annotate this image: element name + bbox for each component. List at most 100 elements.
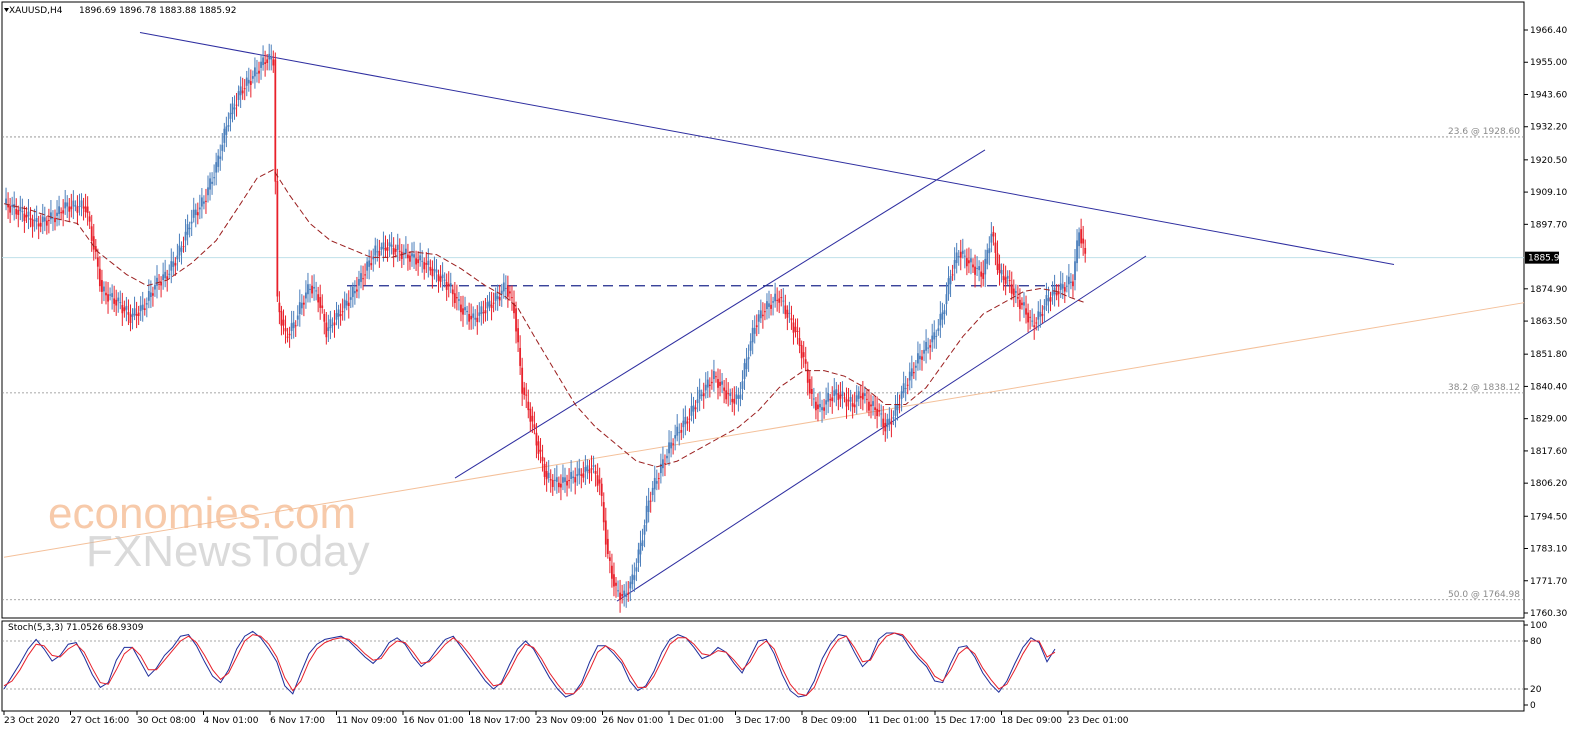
candle-body <box>364 274 366 276</box>
candle-body <box>362 278 364 280</box>
candle-body <box>390 244 393 248</box>
y-tick-label: 1897.70 <box>1530 220 1567 230</box>
candle-body <box>955 252 958 264</box>
candle-body <box>351 287 354 298</box>
candle-body <box>327 327 330 331</box>
candle-body <box>119 302 122 304</box>
candle-body <box>182 246 185 248</box>
candle-body <box>435 269 438 273</box>
candle-body <box>25 214 28 218</box>
candle-body <box>147 291 150 301</box>
candle-body <box>221 144 224 151</box>
channel-upper-line <box>454 149 986 479</box>
candle-body <box>282 319 285 326</box>
candle-body <box>764 311 766 313</box>
fib-level-label: 50.0 @ 1764.98 <box>1448 590 1520 600</box>
candle-body <box>917 353 919 364</box>
candle-body <box>251 76 254 79</box>
candle-body <box>853 404 856 408</box>
candle-body <box>278 302 281 313</box>
y-tick-label: 1794.50 <box>1530 512 1567 522</box>
candle-body <box>284 328 287 332</box>
x-tick-label: 1 Dec 01:00 <box>669 716 724 726</box>
y-tick-label: 1909.10 <box>1530 188 1567 198</box>
candle-body <box>35 218 38 223</box>
candle-body <box>615 582 617 586</box>
candle-body <box>60 212 63 214</box>
candle-body <box>904 388 907 390</box>
stochastic-layer: 100 80 20 0 <box>2 621 1547 711</box>
candle-body <box>217 155 220 167</box>
y-tick-label: 1851.80 <box>1530 350 1567 360</box>
candle-body <box>941 312 944 320</box>
candle-body <box>737 395 740 399</box>
candle-body <box>480 306 483 315</box>
candle-body <box>168 273 171 275</box>
candle-body <box>841 391 844 397</box>
candle-body <box>611 565 613 579</box>
candle-body <box>302 302 305 305</box>
y-tick-label: 1920.50 <box>1530 156 1567 166</box>
candle-body <box>388 242 391 247</box>
candle-body <box>158 283 160 285</box>
candle-body <box>396 244 399 250</box>
candle-body <box>929 345 932 348</box>
candle-body <box>470 315 473 320</box>
candle-body <box>912 371 915 374</box>
candle-body <box>511 297 513 299</box>
candle-body <box>806 369 809 383</box>
candle-body <box>506 285 509 297</box>
candle-body <box>643 524 646 535</box>
candle-body <box>794 326 797 332</box>
candle-body <box>484 310 487 314</box>
candle-body <box>515 308 517 332</box>
candle-body <box>668 442 670 454</box>
candle-body <box>551 479 554 487</box>
candle-body <box>152 293 154 296</box>
candle-body <box>939 313 942 326</box>
stoch-y-tick-label: 0 <box>1530 701 1536 711</box>
candle-body <box>1027 312 1029 323</box>
candle-body <box>792 322 795 333</box>
x-tick-label: 3 Dec 17:00 <box>736 716 791 726</box>
candle-body <box>353 290 356 294</box>
candle-body <box>637 549 640 563</box>
candle-body <box>58 206 60 215</box>
candle-body <box>207 187 209 196</box>
candle-body <box>415 258 417 265</box>
fib-level-label: 23.6 @ 1928.60 <box>1448 127 1520 137</box>
candle-body <box>437 274 440 281</box>
candle-body <box>143 308 146 311</box>
candle-body <box>863 393 866 397</box>
candle-body <box>425 263 428 265</box>
candle-body <box>1012 288 1015 296</box>
candle-body <box>935 335 938 337</box>
candle-body <box>884 422 887 432</box>
candle-body <box>974 266 976 275</box>
candle-body <box>574 477 577 483</box>
candle-body <box>113 298 116 304</box>
candle-body <box>931 335 934 343</box>
candle-body <box>868 401 870 411</box>
x-tick-label: 11 Nov 09:00 <box>337 716 398 726</box>
candle-body <box>305 292 307 299</box>
candle-body <box>513 302 515 314</box>
candle-body <box>400 251 403 259</box>
candle-body <box>196 212 199 216</box>
fibonacci-layer: 23.6 @ 1928.60 38.2 @ 1838.12 50.0 @ 1764.… <box>2 127 1524 601</box>
candle-body <box>421 260 424 262</box>
candle-body <box>839 394 842 399</box>
candle-body <box>529 408 532 422</box>
candle-body <box>392 248 395 255</box>
candle-body <box>919 355 921 360</box>
candle-body <box>592 465 595 467</box>
candle-body <box>170 261 173 271</box>
candle-body <box>1014 291 1017 293</box>
candle-body <box>525 394 528 396</box>
candle-body <box>914 365 917 368</box>
candle-body <box>370 263 373 266</box>
header-triangle-icon[interactable] <box>4 8 9 12</box>
candle-body <box>288 333 291 336</box>
candle-body <box>802 352 805 357</box>
